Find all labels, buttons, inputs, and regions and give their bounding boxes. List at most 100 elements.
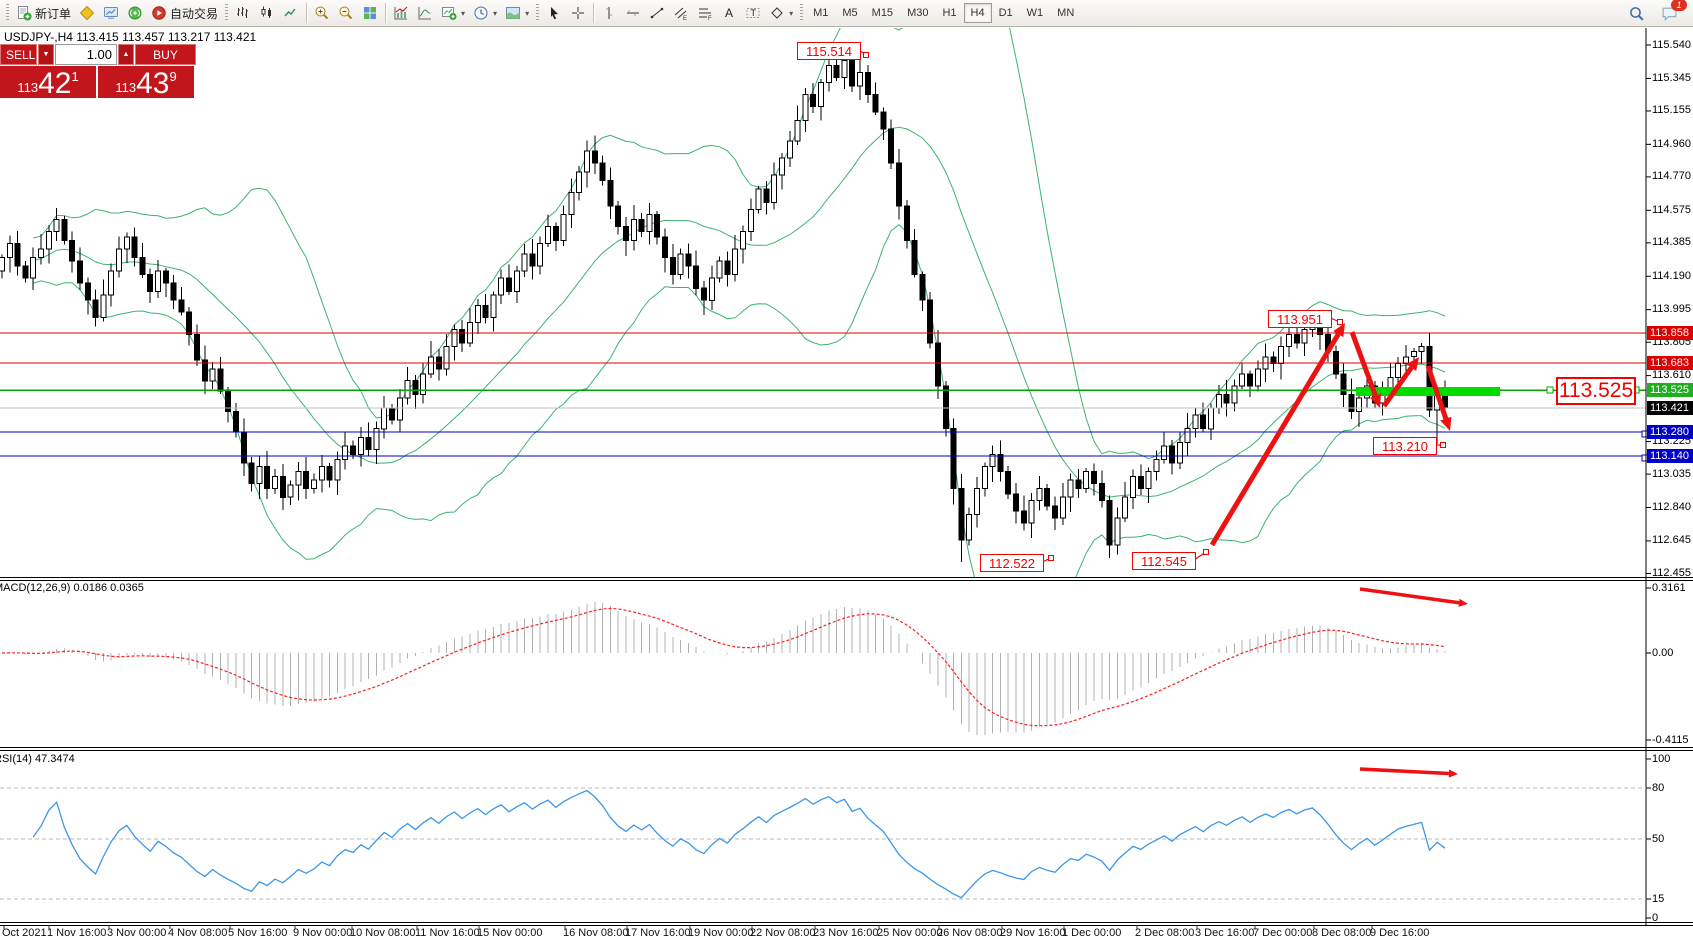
annotation-anchor[interactable] — [863, 52, 869, 58]
text-tool-button[interactable]: A — [717, 2, 741, 24]
timeframe-m30[interactable]: M30 — [900, 3, 935, 23]
ask-big-digits: 43 — [136, 67, 170, 101]
bar-chart-icon — [235, 5, 251, 21]
crosshair-icon — [570, 5, 586, 21]
time-label: 17 Nov 16:00 — [625, 927, 691, 939]
mql-diamond-icon — [79, 5, 95, 21]
price-annotation-112.545[interactable]: 112.545 — [1132, 552, 1196, 570]
price-tick-label: 112.840 — [1652, 501, 1691, 513]
thick-green-segment[interactable] — [1356, 387, 1500, 396]
timeframe-m1[interactable]: M1 — [806, 3, 835, 23]
time-label: 3 Dec 16:00 — [1195, 927, 1255, 939]
annotation-anchor[interactable] — [1048, 555, 1054, 561]
fibonacci-tool-button[interactable]: F — [693, 2, 717, 24]
timeframe-m15[interactable]: M15 — [865, 3, 900, 23]
toolbar-grip[interactable] — [800, 4, 804, 22]
time-label: 10 Nov 08:00 — [350, 927, 416, 939]
macd-arrow[interactable] — [1359, 587, 1468, 607]
volume-decrease-button[interactable]: ▼ — [38, 44, 54, 65]
trendline-tool-button[interactable] — [645, 2, 669, 24]
time-label: 15 Nov 00:00 — [477, 927, 543, 939]
timeframe-m5[interactable]: M5 — [835, 3, 864, 23]
time-label: Oct 2021 — [2, 927, 47, 939]
macd-indicator-label: MACD(12,26,9) 0.0186 0.0365 — [0, 582, 144, 594]
autotrading-label: 自动交易 — [170, 6, 219, 21]
terminal-button[interactable] — [99, 2, 123, 24]
timeframe-h1[interactable]: H1 — [935, 3, 963, 23]
bid-price-display[interactable]: 113 42 1 — [0, 66, 96, 101]
timeframe-h4[interactable]: H4 — [963, 3, 992, 23]
price-tick-label: 112.455 — [1652, 567, 1691, 579]
price-tick-label: 115.345 — [1652, 72, 1691, 84]
price-annotation-112.522[interactable]: 112.522 — [980, 554, 1044, 572]
channel-tool-button[interactable]: E — [669, 2, 693, 24]
zoom-out-button[interactable] — [334, 2, 358, 24]
new-order-icon — [16, 5, 32, 21]
line-anchor-handle[interactable] — [1546, 386, 1554, 394]
buy-button[interactable]: BUY — [135, 44, 196, 65]
time-label: 8 Dec 08:00 — [1312, 927, 1372, 939]
price-tick-label: 114.960 — [1652, 138, 1691, 150]
indicators-button[interactable] — [389, 2, 413, 24]
ask-price-display[interactable]: 113 43 9 — [98, 66, 194, 101]
metaeditor-button[interactable] — [75, 2, 99, 24]
notifications-button[interactable]: 1 — [1657, 0, 1687, 24]
templates-button[interactable]: ▾ — [501, 2, 533, 24]
label-tool-button[interactable]: T — [741, 2, 765, 24]
search-button[interactable] — [1624, 2, 1649, 24]
objects-icon — [417, 5, 433, 21]
line-chart-mode-button[interactable] — [279, 2, 303, 24]
rsi-tick-label: 0 — [1652, 912, 1659, 924]
signals-button[interactable] — [123, 2, 147, 24]
trend-arrow[interactable] — [1381, 357, 1419, 408]
timeframe-group: M1 M5 M15 M30 H1 H4 D1 W1 MN — [806, 3, 1081, 23]
periods-button[interactable]: ▾ — [469, 2, 501, 24]
annotation-anchor[interactable] — [1203, 549, 1209, 555]
tile-windows-button[interactable] — [358, 2, 382, 24]
horizontal-line-tool-button[interactable] — [621, 2, 645, 24]
vertical-line-tool-button[interactable] — [597, 2, 621, 24]
time-label: 1 Nov 16:00 — [47, 927, 107, 939]
cursor-tool-button[interactable] — [542, 2, 566, 24]
shapes-tool-button[interactable]: ▾ — [765, 2, 797, 24]
price-tick-label: 114.575 — [1652, 204, 1691, 216]
time-label: 2 Dec 08:00 — [1135, 927, 1195, 939]
sell-button[interactable]: SELL — [0, 44, 37, 65]
bid-big-digits: 42 — [38, 67, 72, 101]
toolbar-grip[interactable] — [225, 4, 229, 22]
annotation-anchor[interactable] — [1440, 442, 1446, 448]
trend-arrow[interactable] — [1349, 331, 1381, 408]
highlighted-price-label[interactable]: 113.525 — [1556, 377, 1636, 405]
new-chart-button[interactable]: ▾ — [437, 2, 469, 24]
rsi-tick-label: 80 — [1652, 782, 1665, 794]
macd-tick-label: 0.00 — [1652, 647, 1674, 659]
bollinger-bands — [33, 28, 1446, 578]
volume-increase-button[interactable]: ▲ — [118, 44, 134, 65]
autotrading-button[interactable]: 自动交易 — [147, 2, 222, 24]
price-annotation-113.951[interactable]: 113.951 — [1268, 310, 1332, 328]
timeframe-d1[interactable]: D1 — [992, 3, 1020, 23]
objects-button[interactable] — [413, 2, 437, 24]
price-tick-label: 115.155 — [1652, 104, 1691, 116]
new-order-button[interactable]: 新订单 — [12, 2, 75, 24]
crosshair-tool-button[interactable] — [566, 2, 590, 24]
toolbar-grip[interactable] — [6, 4, 9, 22]
trend-arrow[interactable] — [1425, 365, 1452, 431]
timeframe-w1[interactable]: W1 — [1020, 3, 1051, 23]
volume-input[interactable] — [55, 44, 117, 65]
trend-arrow[interactable] — [1209, 323, 1345, 547]
price-annotation-115.514[interactable]: 115.514 — [797, 42, 861, 60]
zoom-in-button[interactable] — [310, 2, 334, 24]
trendline-icon — [649, 5, 665, 21]
toolbar-grip[interactable] — [536, 4, 540, 22]
annotation-anchor[interactable] — [1337, 319, 1343, 325]
candlestick-mode-button[interactable] — [255, 2, 279, 24]
price-annotation-113.210[interactable]: 113.210 — [1373, 437, 1437, 455]
horizontal-line-icon — [625, 5, 641, 21]
bar-chart-mode-button[interactable] — [231, 2, 255, 24]
timeframe-mn[interactable]: MN — [1050, 3, 1081, 23]
rsi-arrow[interactable] — [1359, 767, 1458, 778]
time-label: 23 Nov 16:00 — [813, 927, 879, 939]
price-tick-label: 112.645 — [1652, 534, 1691, 546]
